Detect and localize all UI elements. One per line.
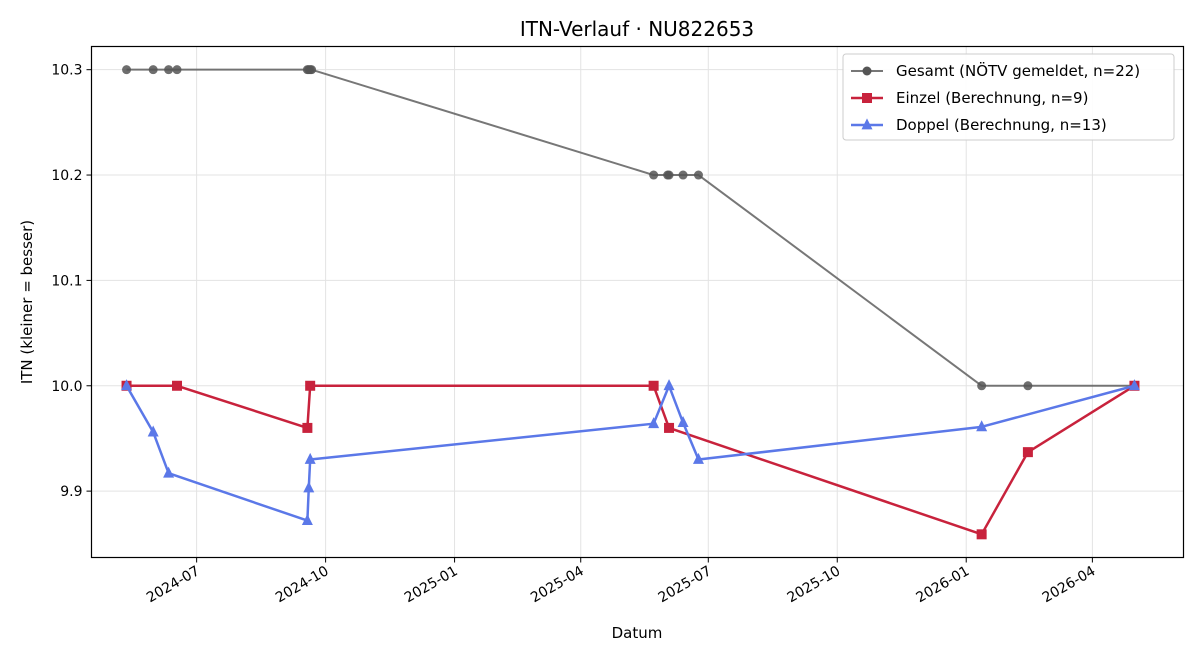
legend: Gesamt (NÖTV gemeldet, n=22) Einzel (Bere… xyxy=(842,53,1175,141)
y-axis-label: ITN (kleiner = besser) xyxy=(18,220,36,384)
chart-title: ITN-Verlauf · NU822653 xyxy=(520,17,754,41)
data-point-2 xyxy=(692,452,704,464)
series-line-1 xyxy=(126,384,1136,536)
legend-marker-1 xyxy=(862,93,872,103)
data-point-2 xyxy=(147,425,159,437)
data-point-2 xyxy=(301,514,313,526)
y-tick-label: 10.3 xyxy=(51,63,82,79)
data-point-0 xyxy=(693,170,703,180)
x-tick-label: 2026-01 xyxy=(914,563,973,606)
data-point-2 xyxy=(976,420,988,432)
y-tick-label: 10.0 xyxy=(51,379,82,395)
x-tick-label: 2026-04 xyxy=(1040,563,1099,606)
data-point-2 xyxy=(304,452,316,464)
series-1 xyxy=(121,380,1140,540)
data-point-1 xyxy=(305,380,316,391)
data-point-1 xyxy=(172,380,183,391)
data-point-1 xyxy=(664,422,675,433)
x-tick-label: 2025-07 xyxy=(656,563,715,606)
data-point-0 xyxy=(307,65,317,75)
y-tick-label: 9.9 xyxy=(60,484,82,500)
legend-marker-2 xyxy=(861,118,873,130)
legend-box xyxy=(842,53,1175,141)
x-tick-label: 2024-10 xyxy=(273,563,332,606)
data-point-0 xyxy=(1023,381,1033,391)
data-point-1 xyxy=(976,529,987,540)
data-point-0 xyxy=(148,65,158,75)
data-point-2 xyxy=(121,379,133,391)
x-tick-label: 2024-07 xyxy=(144,563,203,606)
plot-frame xyxy=(90,45,1185,559)
y-axis: 9.9 10.0 10.1 10.2 10.3 xyxy=(51,63,92,500)
data-point-1 xyxy=(302,422,313,433)
data-point-2 xyxy=(303,481,315,493)
x-tick-label: 2025-04 xyxy=(528,563,587,606)
data-point-2 xyxy=(1128,379,1140,391)
data-point-0 xyxy=(122,65,132,75)
data-point-2 xyxy=(648,417,660,429)
y-tick-label: 10.2 xyxy=(51,168,82,184)
series-0 xyxy=(122,65,1139,391)
series-layer xyxy=(121,65,1140,540)
legend-label-2: Doppel (Berechnung, n=13) xyxy=(896,116,1107,134)
data-point-0 xyxy=(977,381,987,391)
series-2 xyxy=(121,379,1140,526)
legend-label-1: Einzel (Berechnung, n=9) xyxy=(896,89,1088,107)
x-tick-label: 2025-01 xyxy=(402,563,461,606)
series-line-2 xyxy=(125,384,1135,522)
data-point-1 xyxy=(648,380,659,391)
data-point-0 xyxy=(649,170,659,180)
data-point-2 xyxy=(163,466,175,478)
legend-marker-0 xyxy=(862,66,872,76)
data-point-0 xyxy=(172,65,182,75)
data-point-2 xyxy=(677,416,689,428)
legend-label-0: Gesamt (NÖTV gemeldet, n=22) xyxy=(896,61,1140,80)
x-axis: 2024-07 2024-10 2025-01 2025-04 2025-07 2025-… xyxy=(144,557,1099,606)
x-tick-label: 2025-10 xyxy=(785,563,844,606)
data-point-0 xyxy=(678,170,688,180)
y-tick-label: 10.1 xyxy=(51,273,82,289)
data-point-0 xyxy=(164,65,174,75)
x-axis-label: Datum xyxy=(612,624,663,642)
data-point-0 xyxy=(664,170,674,180)
data-point-2 xyxy=(663,379,675,391)
data-point-1 xyxy=(1022,447,1033,458)
